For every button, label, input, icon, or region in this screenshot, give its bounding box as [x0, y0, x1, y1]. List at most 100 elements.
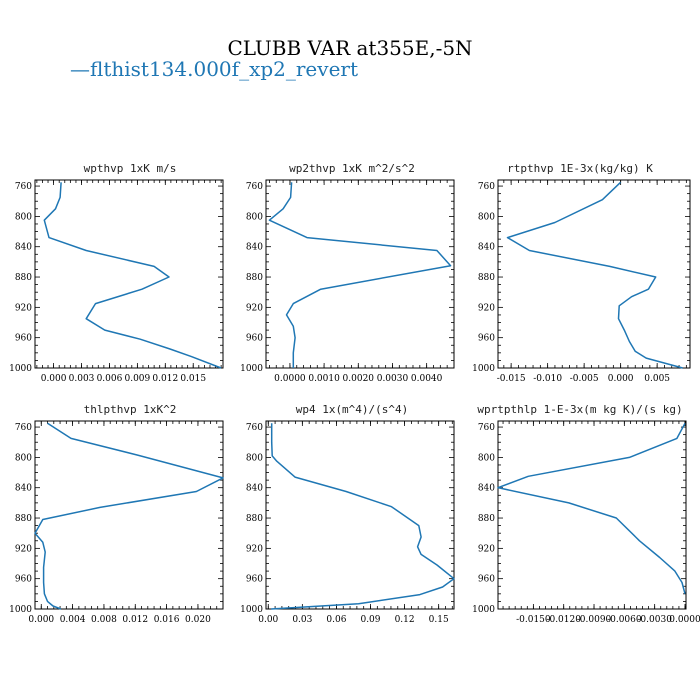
y-tick-label: 760 — [246, 423, 263, 433]
series-line — [497, 422, 686, 594]
y-tick-label: 760 — [15, 423, 32, 433]
x-tick-label: 0.003 — [69, 374, 95, 384]
y-tick-label: 840 — [478, 484, 495, 494]
plot-frame — [497, 179, 691, 369]
panel-wp4: wp4 1x(m^4)/(s^4) 760 800 840 880 920 960 1000… — [240, 403, 455, 625]
x-tick-label: 0.0030 — [377, 374, 409, 384]
x-tick-label: 0.0020 — [343, 374, 375, 384]
x-tick-label: 0.020 — [185, 615, 211, 625]
x-tick-label: 0.12 — [395, 615, 415, 625]
x-tick-label: 0.03 — [292, 615, 312, 625]
y-tick-label: 800 — [246, 212, 263, 222]
panel-title: rtpthvp 1E-3x(kg/kg) K — [507, 162, 653, 175]
panel-title: wprtpthlp 1-E-3x(m kg K)/(s kg) — [477, 403, 682, 416]
legend-marker: — — [70, 57, 90, 81]
x-tick-label: 0.012 — [152, 374, 178, 384]
x-tick-label: -0.015 — [497, 374, 526, 384]
x-tick-label: 0.0010 — [308, 374, 340, 384]
x-tick-label: -0.0060 — [607, 615, 642, 625]
x-tick-label: 0.000 — [41, 374, 67, 384]
y-tick-label: 800 — [15, 453, 32, 463]
y-tick-label: 840 — [478, 243, 495, 253]
y-tick-label: 760 — [478, 423, 495, 433]
x-tick-label: 0.0000 — [274, 374, 306, 384]
x-tick-label: 0.000 — [608, 374, 634, 384]
plot-frame — [265, 420, 455, 610]
y-tick-label: 960 — [15, 334, 32, 344]
plot-frame — [34, 179, 224, 369]
series-line — [270, 423, 455, 610]
plot-frame — [497, 420, 687, 610]
y-tick-label: 800 — [246, 453, 263, 463]
y-tick-label: 800 — [15, 212, 32, 222]
x-tick-label: 0.0000 — [669, 615, 700, 625]
x-tick-label: -0.0030 — [637, 615, 672, 625]
x-tick-label: -0.0120 — [546, 615, 581, 625]
panel-title: wp4 1x(m^4)/(s^4) — [296, 403, 409, 416]
series-line — [43, 182, 222, 369]
x-tick-label: 0.016 — [154, 615, 180, 625]
x-tick-label: 0.008 — [91, 615, 117, 625]
panel-thlpthvp: thlpthvp 1xK^2 76080084088092096010000.0… — [9, 403, 224, 625]
y-tick-label: 1000 — [9, 364, 32, 374]
y-tick-label: 760 — [246, 182, 263, 192]
y-tick-label: 960 — [478, 575, 495, 585]
y-tick-label: 1000 — [9, 605, 32, 615]
panel-title: wpthvp 1xK m/s — [84, 162, 177, 175]
panel-title: wp2thvp 1xK m^2/s^2 — [289, 162, 415, 175]
y-tick-label: 880 — [478, 514, 495, 524]
legend-label: flthist134.000f_xp2_revert — [90, 57, 358, 81]
x-tick-label: 0.000 — [28, 615, 54, 625]
y-tick-label: 1000 — [472, 364, 495, 374]
y-tick-label: 960 — [478, 334, 495, 344]
y-tick-label: 800 — [478, 212, 495, 222]
x-tick-label: 0.012 — [122, 615, 148, 625]
plot-frame — [265, 179, 455, 369]
y-tick-label: 760 — [478, 182, 495, 192]
y-tick-label: 840 — [246, 484, 263, 494]
y-tick-label: 920 — [246, 544, 263, 554]
panel-title: thlpthvp 1xK^2 — [84, 403, 177, 416]
series-line — [34, 422, 224, 610]
panel-wp2thvp: wp2thvp 1xK m^2/s^2 760 800 840 880 920 960 10… — [240, 162, 455, 384]
y-tick-label: 960 — [246, 334, 263, 344]
y-tick-label: 880 — [15, 514, 32, 524]
x-tick-label: 0.005 — [644, 374, 670, 384]
y-tick-label: 920 — [478, 303, 495, 313]
y-tick-label: 960 — [246, 575, 263, 585]
x-tick-label: 0.0040 — [411, 374, 443, 384]
panel-wpthvp: wpthvp 1xK m/s 760 800 840 880 920 960 1000 0.0… — [9, 162, 224, 384]
series-line — [506, 181, 683, 369]
y-tick-label: 880 — [246, 514, 263, 524]
y-tick-label: 960 — [15, 575, 32, 585]
y-tick-label: 920 — [15, 544, 32, 554]
x-tick-label: -0.0090 — [577, 615, 612, 625]
x-tick-label: 0.15 — [429, 615, 449, 625]
y-tick-label: 840 — [15, 484, 32, 494]
x-tick-label: 0.00 — [258, 615, 278, 625]
x-tick-label: -0.010 — [533, 374, 562, 384]
y-tick-label: 1000 — [240, 364, 263, 374]
figure-title: CLUBB VAR at355E,-5N — [227, 36, 472, 60]
y-tick-label: 1000 — [240, 605, 263, 615]
x-tick-label: 0.09 — [360, 615, 380, 625]
y-tick-label: 800 — [478, 453, 495, 463]
series-line — [268, 182, 452, 368]
y-tick-label: 760 — [15, 182, 32, 192]
x-tick-label: -0.005 — [570, 374, 599, 384]
y-tick-label: 1000 — [472, 605, 495, 615]
x-tick-label: 0.015 — [180, 374, 206, 384]
y-tick-label: 880 — [246, 273, 263, 283]
y-tick-label: 880 — [478, 273, 495, 283]
y-tick-label: 880 — [15, 273, 32, 283]
x-tick-label: 0.004 — [60, 615, 86, 625]
panel-wprtpthlp: wprtpthlp 1-E-3x(m kg K)/(s kg) 760 800 84… — [472, 403, 700, 625]
y-tick-label: 840 — [15, 243, 32, 253]
x-tick-label: 0.009 — [124, 374, 150, 384]
x-tick-label: 0.006 — [97, 374, 123, 384]
y-tick-label: 920 — [478, 544, 495, 554]
y-tick-label: 920 — [246, 303, 263, 313]
x-tick-label: 0.06 — [326, 615, 346, 625]
y-tick-label: 840 — [246, 243, 263, 253]
